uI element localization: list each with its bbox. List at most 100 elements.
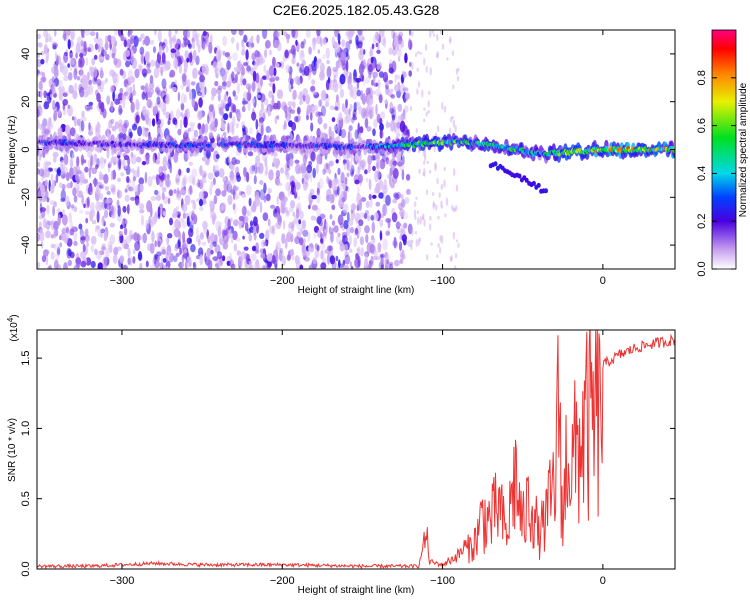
noise-speck: [374, 31, 380, 41]
noise-speck: [286, 254, 291, 261]
noise-speck: [452, 84, 455, 90]
noise-speck: [349, 103, 353, 112]
noise-speck: [113, 78, 118, 87]
noise-speck: [325, 101, 330, 108]
noise-speck: [192, 67, 198, 79]
noise-speck: [72, 166, 77, 176]
noise-speck: [363, 213, 368, 219]
noise-speck: [80, 260, 87, 268]
noise-speck: [260, 77, 263, 87]
noise-speck: [71, 116, 75, 121]
noise-speck: [130, 256, 133, 267]
noise-speck: [189, 122, 195, 127]
noise-speck: [105, 78, 108, 83]
noise-speck: [192, 49, 197, 60]
noise-speck: [215, 220, 222, 232]
noise-speck: [183, 68, 187, 74]
noise-speck: [310, 112, 313, 121]
noise-speck: [452, 231, 456, 240]
noise-speck: [99, 231, 103, 238]
noise-speck: [43, 129, 50, 135]
noise-speck: [316, 187, 320, 196]
noise-speck: [95, 200, 101, 212]
noise-speck: [108, 119, 113, 129]
noise-speck: [391, 30, 395, 40]
noise-speck: [303, 38, 306, 46]
noise-speck: [201, 39, 205, 52]
branch-blob: [517, 173, 522, 179]
noise-speck: [252, 70, 257, 82]
noise-speck: [329, 255, 336, 265]
noise-speck: [417, 81, 421, 88]
noise-speck: [180, 103, 185, 111]
noise-speck: [360, 247, 364, 257]
noise-speck: [198, 97, 203, 108]
colorbar-tick-label: 0.6: [696, 118, 708, 133]
noise-speck: [158, 45, 163, 56]
noise-speck: [266, 253, 273, 262]
noise-speck: [415, 238, 418, 248]
noise-speck: [180, 92, 186, 104]
noise-speck: [342, 234, 348, 245]
noise-speck: [52, 156, 57, 163]
noise-speck: [212, 177, 216, 186]
ridge-core: [60, 141, 65, 146]
noise-speck: [104, 186, 110, 191]
noise-speck: [335, 189, 338, 198]
noise-speck: [289, 200, 296, 209]
noise-speck: [95, 164, 99, 170]
noise-speck: [341, 39, 346, 48]
noise-speck: [126, 84, 129, 94]
noise-speck: [394, 74, 397, 83]
noise-speck: [198, 198, 204, 207]
noise-speck: [333, 74, 337, 83]
noise-speck: [395, 222, 402, 227]
noise-speck: [260, 124, 264, 136]
noise-speck: [196, 34, 199, 47]
noise-speck: [139, 203, 145, 211]
noise-speck: [380, 256, 384, 266]
noise-speck: [80, 250, 86, 259]
noise-speck: [93, 177, 97, 188]
noise-speck: [414, 231, 418, 235]
noise-speck: [401, 249, 405, 259]
noise-speck: [256, 223, 259, 234]
noise-speck: [396, 121, 401, 129]
noise-speck: [201, 241, 207, 246]
noise-speck: [188, 161, 193, 166]
noise-speck: [310, 151, 316, 162]
noise-speck: [110, 184, 116, 192]
noise-speck: [195, 235, 201, 243]
noise-speck: [318, 99, 322, 108]
noise-speck: [96, 157, 100, 168]
noise-speck: [214, 68, 217, 74]
noise-speck: [255, 72, 260, 84]
noise-speck: [122, 158, 126, 169]
noise-speck: [282, 220, 286, 230]
noise-speck: [367, 163, 371, 174]
noise-speck: [343, 264, 349, 269]
noise-speck: [271, 224, 276, 236]
noise-speck: [348, 234, 352, 246]
noise-speck: [46, 33, 52, 42]
noise-speck: [233, 243, 238, 252]
noise-speck: [53, 243, 60, 251]
noise-speck: [226, 60, 232, 71]
noise-speck: [358, 106, 363, 115]
noise-speck: [432, 202, 436, 207]
noise-speck: [351, 30, 355, 36]
noise-speck: [382, 71, 389, 83]
noise-speck: [363, 77, 366, 87]
noise-speck: [337, 33, 341, 43]
noise-speck: [290, 109, 296, 115]
noise-speck: [230, 36, 235, 44]
noise-speck: [246, 91, 252, 102]
noise-speck: [377, 79, 381, 90]
noise-speck: [235, 122, 239, 129]
noise-speck: [226, 55, 232, 60]
noise-speck: [251, 245, 257, 252]
noise-speck: [93, 66, 98, 79]
noise-speck: [115, 72, 120, 83]
noise-speck: [322, 168, 326, 175]
noise-speck: [74, 82, 78, 91]
